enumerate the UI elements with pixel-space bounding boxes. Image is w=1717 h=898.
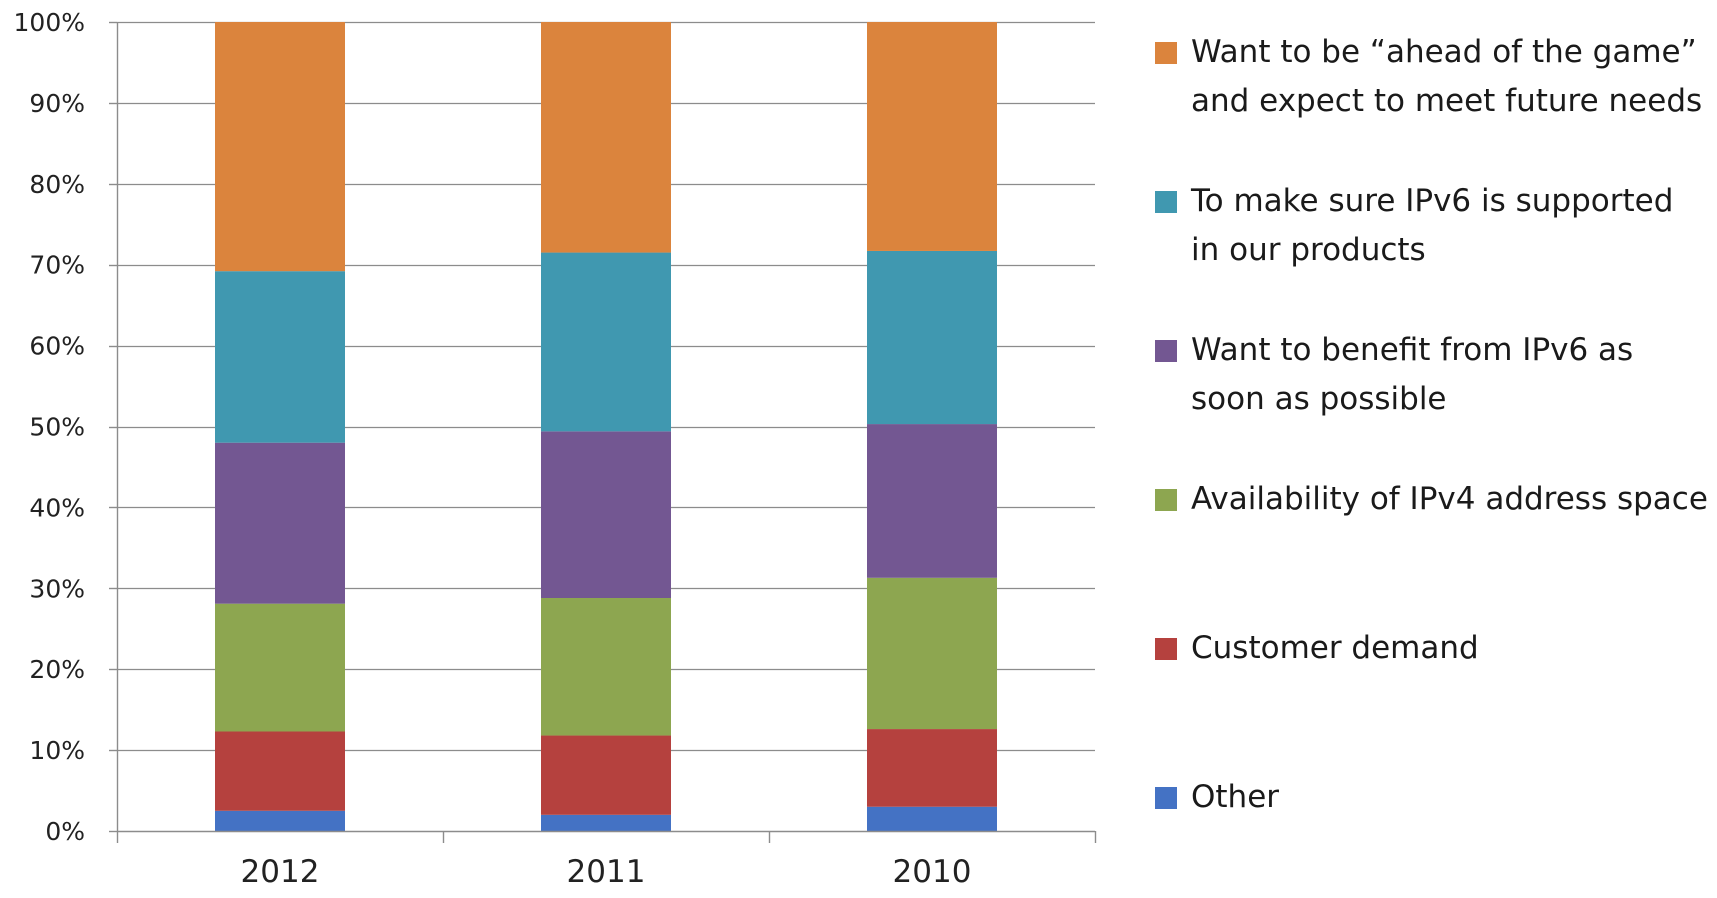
y-tick-label: 20% <box>29 655 85 684</box>
bar-segment <box>541 735 671 815</box>
legend-label: Customer demand <box>1191 630 1479 666</box>
bar-segment <box>541 22 671 253</box>
y-tick-label: 30% <box>29 574 85 603</box>
y-tick-label: 70% <box>29 251 85 280</box>
y-tick-label: 40% <box>29 493 85 522</box>
x-category-label: 2012 <box>241 854 320 890</box>
bar-segment <box>541 431 671 599</box>
bar-segment <box>867 806 997 831</box>
bar-segment <box>215 442 345 604</box>
x-category-label: 2011 <box>567 854 646 890</box>
y-tick-label: 90% <box>29 89 85 118</box>
legend-swatch <box>1155 787 1177 809</box>
bar-segment <box>867 729 997 807</box>
legend-label: Availability of IPv4 address space <box>1191 481 1708 517</box>
bars <box>215 22 997 831</box>
legend-swatch <box>1155 191 1177 213</box>
legend-swatch <box>1155 638 1177 660</box>
legend: Want to be “ahead of the game” and expec… <box>1155 28 1715 848</box>
legend-swatch <box>1155 340 1177 362</box>
bar-segment <box>215 731 345 811</box>
bar-segment <box>867 250 997 425</box>
x-category-label: 2010 <box>893 854 972 890</box>
legend-label: To make sure IPv6 is supported in our pr… <box>1191 183 1674 268</box>
y-tick-label: 50% <box>29 413 85 442</box>
legend-swatch <box>1155 42 1177 64</box>
legend-label: Want to be “ahead of the game” and expec… <box>1191 34 1703 119</box>
bar-segment <box>215 603 345 732</box>
axes <box>109 21 1097 843</box>
y-tick-label: 100% <box>14 8 85 37</box>
y-tick-label: 80% <box>29 170 85 199</box>
legend-label: Want to benefit from IPv6 as soon as pos… <box>1191 332 1634 417</box>
bar-segment <box>215 810 345 831</box>
bar-segment <box>867 577 997 730</box>
x-axis-category-labels: 2012 2011 2010 <box>241 854 972 890</box>
bar-segment <box>867 22 997 251</box>
bar-segment <box>541 252 671 432</box>
bar-segment <box>867 424 997 578</box>
y-tick-label: 0% <box>45 817 85 846</box>
bar-segment <box>541 814 671 831</box>
y-tick-label: 60% <box>29 332 85 361</box>
y-tick-label: 10% <box>29 736 85 765</box>
y-axis-tick-labels: 0% 10% 20% 30% 40% 50% 60% 70% 80% 90% 100% <box>14 8 85 846</box>
bar-segment <box>215 271 345 443</box>
bar-segment <box>541 598 671 736</box>
bar-segment <box>215 22 345 272</box>
legend-label: Other <box>1191 779 1280 815</box>
legend-swatch <box>1155 489 1177 511</box>
